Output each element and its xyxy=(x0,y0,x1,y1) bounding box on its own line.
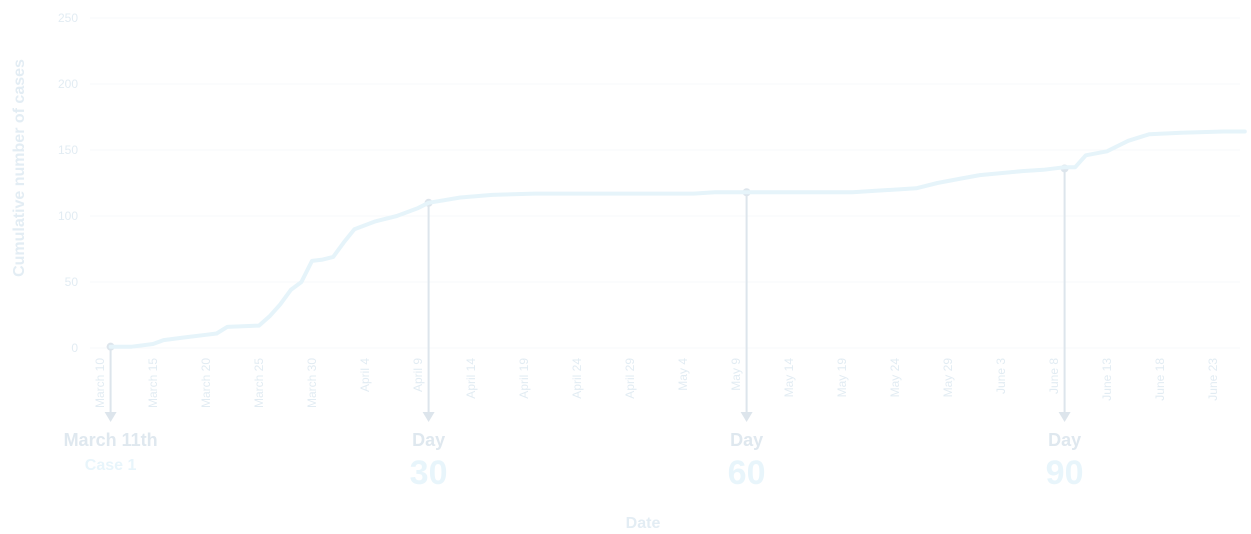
x-tick-label: April 9 xyxy=(411,358,425,392)
x-tick-label: June 8 xyxy=(1047,358,1061,394)
x-tick-label: May 19 xyxy=(835,358,849,398)
x-tick-label: June 23 xyxy=(1206,358,1220,401)
annotation-day-number: 90 xyxy=(1046,454,1084,492)
annotation-sublabel: Case 1 xyxy=(85,457,137,474)
x-tick-label: March 15 xyxy=(146,358,160,408)
annotation-label: Day xyxy=(730,430,763,450)
annotations: March 11th Case 1 Day 30 Day 60 Day 90 xyxy=(64,164,1084,492)
x-tick-label: March 30 xyxy=(305,358,319,408)
annotation-label: March 11th xyxy=(64,430,158,450)
x-tick-label: March 20 xyxy=(199,358,213,408)
y-tick-label: 100 xyxy=(58,209,78,223)
series-line xyxy=(108,129,1247,349)
x-tick-label: May 24 xyxy=(888,358,902,398)
x-tick-label: June 18 xyxy=(1153,358,1167,401)
x-tick-label: June 13 xyxy=(1100,358,1114,401)
x-tick-label: April 29 xyxy=(623,358,637,399)
y-tick-label: 50 xyxy=(65,275,79,289)
annotation-label: Day xyxy=(1048,430,1081,450)
annotation-day-number: 30 xyxy=(410,454,448,492)
x-tick-label: May 29 xyxy=(941,358,955,398)
series-layer xyxy=(108,129,1247,349)
annotation-arrowhead xyxy=(422,412,435,422)
annotation-label: Day xyxy=(412,430,445,450)
x-tick-label: May 14 xyxy=(782,358,796,398)
annotation-arrowhead xyxy=(104,412,117,422)
grid-layer xyxy=(90,17,1240,349)
x-tick-label: May 4 xyxy=(676,358,690,391)
x-tick-label: April 24 xyxy=(570,358,584,399)
x-tick-label: March 25 xyxy=(252,358,266,408)
y-axis-title: Cumulative number of cases xyxy=(11,59,28,277)
x-tick-label: April 14 xyxy=(464,358,478,399)
annotation-arrowhead xyxy=(1058,412,1071,422)
y-tick-label: 150 xyxy=(58,143,78,157)
y-tick-label: 200 xyxy=(58,77,78,91)
annotation-day-number: 60 xyxy=(728,454,766,492)
y-axis: 0 50 100 150 200 250 xyxy=(58,11,78,355)
x-tick-label: April 19 xyxy=(517,358,531,399)
x-tick-label: June 3 xyxy=(994,358,1008,394)
x-axis: March 10 March 15 March 20 March 25 March 30… xyxy=(93,358,1220,408)
x-axis-title: Date xyxy=(626,515,661,532)
annotation-arrowhead xyxy=(740,412,753,422)
y-tick-label: 0 xyxy=(71,341,78,355)
x-tick-label: April 4 xyxy=(358,358,372,392)
x-tick-label: May 9 xyxy=(729,358,743,391)
y-tick-label: 250 xyxy=(58,11,78,25)
x-tick-label: March 10 xyxy=(93,358,107,408)
